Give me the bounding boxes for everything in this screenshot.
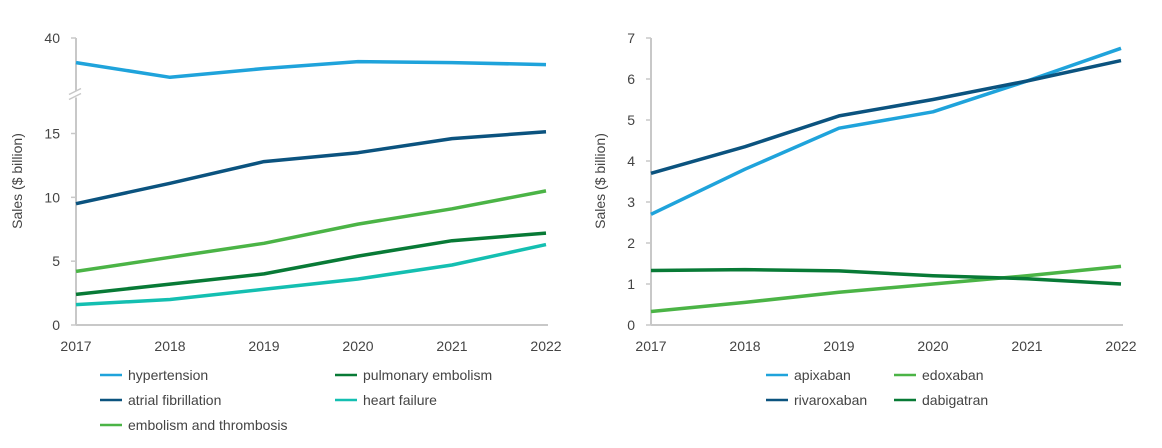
series-line-apixaban xyxy=(650,46,1122,216)
series-line-hypertension xyxy=(75,59,547,80)
chart1-x-tick-label: 2022 xyxy=(530,338,561,354)
legend-label-embolism-and-thrombosis: embolism and thrombosis xyxy=(128,417,288,433)
series-line-edoxaban xyxy=(650,264,1122,314)
chart2-y-tick-label: 1 xyxy=(627,276,635,292)
legend-label-hypertension: hypertension xyxy=(128,367,208,383)
chart2-x-tick-label: 2021 xyxy=(1011,338,1042,354)
chart1-x-tick-label: 2017 xyxy=(60,338,91,354)
chart1-y-tick-label: 15 xyxy=(44,126,60,142)
chart1-y-tick-label: 0 xyxy=(52,317,60,333)
series-line-rivaroxaban xyxy=(650,58,1122,175)
chart1-x-tick-label: 2019 xyxy=(248,338,279,354)
chart2-y-tick-label: 5 xyxy=(627,112,635,128)
legend-label-heart-failure: heart failure xyxy=(363,392,437,408)
chart2-x-tick-label: 2017 xyxy=(635,338,666,354)
chart2-y-tick-label: 6 xyxy=(627,71,635,87)
series-line-embolism-and-thrombosis xyxy=(75,189,547,274)
chart2-y-tick-label: 7 xyxy=(627,30,635,46)
chart2-y-tick-label: 3 xyxy=(627,194,635,210)
legend-label-edoxaban: edoxaban xyxy=(922,367,984,383)
chart1-axis-break-gap xyxy=(69,90,83,98)
chart2-y-axis-label: Sales ($ billion) xyxy=(592,133,608,229)
chart1-y-tick-label: 40 xyxy=(44,30,60,46)
chart1-x-tick-label: 2018 xyxy=(154,338,185,354)
chart2-y-tick-label: 0 xyxy=(627,317,635,333)
legend-label-atrial-fibrillation: atrial fibrillation xyxy=(128,392,221,408)
legend-label-dabigatran: dabigatran xyxy=(922,392,988,408)
chart1-y-tick-label: 5 xyxy=(52,253,60,269)
series-line-atrial-fibrillation xyxy=(75,130,547,206)
chart1-y-tick-label: 10 xyxy=(44,189,60,205)
chart2-y-tick-label: 4 xyxy=(627,153,635,169)
chart2-x-tick-label: 2020 xyxy=(917,338,948,354)
series-line-heart-failure xyxy=(75,242,547,307)
chart2-x-tick-label: 2022 xyxy=(1105,338,1136,354)
chart1-y-axis-label: Sales ($ billion) xyxy=(9,133,25,229)
legend-label-pulmonary-embolism: pulmonary embolism xyxy=(363,367,492,383)
chart1-x-tick-label: 2021 xyxy=(436,338,467,354)
chart2-x-tick-label: 2019 xyxy=(823,338,854,354)
chart1-axis-break-mark xyxy=(68,87,82,96)
series-line-dabigatran xyxy=(650,267,1122,286)
legend-label-apixaban: apixaban xyxy=(794,367,851,383)
series-line-pulmonary-embolism xyxy=(75,231,547,297)
chart1-x-tick-label: 2020 xyxy=(342,338,373,354)
legend-label-rivaroxaban: rivaroxaban xyxy=(794,392,867,408)
chart1-axis-break-mark xyxy=(68,92,82,101)
chart2-y-tick-label: 2 xyxy=(627,235,635,251)
chart2-x-tick-label: 2018 xyxy=(729,338,760,354)
